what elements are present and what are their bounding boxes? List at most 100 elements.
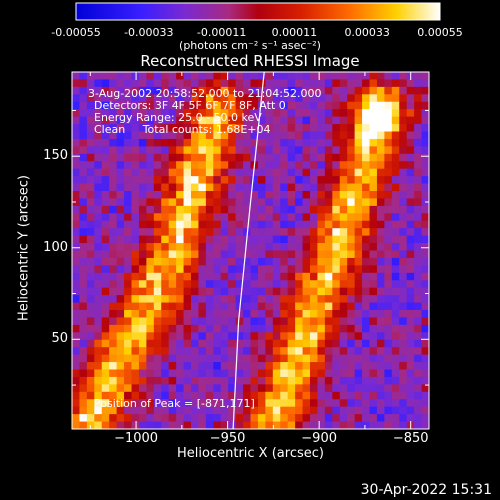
heatmap-cell <box>138 265 147 274</box>
heatmap-cell <box>176 414 185 423</box>
heatmap-cell <box>116 339 125 348</box>
heatmap-cell <box>280 310 289 319</box>
heatmap-cell <box>347 414 356 423</box>
heatmap-cell <box>101 265 110 274</box>
heatmap-cell <box>109 295 118 304</box>
heatmap-cell <box>421 124 429 133</box>
heatmap-cell <box>272 183 281 192</box>
heatmap-cell <box>138 176 147 185</box>
heatmap-cell <box>79 399 88 408</box>
heatmap-cell <box>347 176 356 185</box>
heatmap-cell <box>72 421 81 429</box>
heatmap-cell <box>250 347 259 356</box>
heatmap-cell <box>287 384 296 393</box>
heatmap-cell <box>198 369 207 378</box>
heatmap-cell <box>94 332 103 341</box>
heatmap-cell <box>183 79 192 88</box>
heatmap-cell <box>362 302 371 311</box>
heatmap-cell <box>354 287 363 296</box>
colorbar-tick-label: -0.00055 <box>51 26 101 39</box>
heatmap-cell <box>287 153 296 162</box>
heatmap-cell <box>168 324 177 333</box>
heatmap-cell <box>399 116 408 125</box>
heatmap-cell <box>369 257 378 266</box>
heatmap-cell <box>406 265 415 274</box>
heatmap-cell <box>302 324 311 333</box>
heatmap-cell <box>354 280 363 289</box>
heatmap-cell <box>384 302 393 311</box>
heatmap-cell <box>101 243 110 252</box>
heatmap-cell <box>406 414 415 423</box>
heatmap-cell <box>243 362 252 371</box>
heatmap-cell <box>354 317 363 326</box>
heatmap-cell <box>384 183 393 192</box>
heatmap-cell <box>101 86 110 95</box>
heatmap-cell <box>354 146 363 155</box>
heatmap-cell <box>384 86 393 95</box>
heatmap-cell <box>131 362 140 371</box>
heatmap-cell <box>153 399 162 408</box>
heatmap-cell <box>280 79 289 88</box>
heatmap-cell <box>161 101 170 110</box>
heatmap-cell <box>183 176 192 185</box>
heatmap-cell <box>369 295 378 304</box>
heatmap-cell <box>228 161 237 170</box>
heatmap-cell <box>406 198 415 207</box>
heatmap-cell <box>198 138 207 147</box>
heatmap-cell <box>339 131 348 140</box>
heatmap-cell <box>339 183 348 192</box>
heatmap-cell <box>391 272 400 281</box>
heatmap-cell <box>399 250 408 259</box>
heatmap-cell <box>280 72 289 81</box>
heatmap-cell <box>384 310 393 319</box>
heatmap-cell <box>161 414 170 423</box>
heatmap-cell <box>250 339 259 348</box>
heatmap-cell <box>391 138 400 147</box>
heatmap-cell <box>79 235 88 244</box>
heatmap-cell <box>272 391 281 400</box>
heatmap-cell <box>220 235 229 244</box>
heatmap-cell <box>369 168 378 177</box>
heatmap-cell <box>257 101 266 110</box>
heatmap-cell <box>421 324 429 333</box>
heatmap-cell <box>146 124 155 133</box>
heatmap-cell <box>116 168 125 177</box>
heatmap-cell <box>421 131 429 140</box>
heatmap-cell <box>131 235 140 244</box>
heatmap-cell <box>369 332 378 341</box>
heatmap-cell <box>414 116 423 125</box>
heatmap-cell <box>391 146 400 155</box>
heatmap-cell <box>72 265 81 274</box>
heatmap-cell <box>354 272 363 281</box>
heatmap-cell <box>183 376 192 385</box>
heatmap-cell <box>257 198 266 207</box>
heatmap-cell <box>94 406 103 415</box>
heatmap-cell <box>213 176 222 185</box>
heatmap-cell <box>295 257 304 266</box>
heatmap-cell <box>369 317 378 326</box>
heatmap-cell <box>421 399 429 408</box>
heatmap-cell <box>131 198 140 207</box>
heatmap-cell <box>362 376 371 385</box>
heatmap-cell <box>161 257 170 266</box>
heatmap-cell <box>257 153 266 162</box>
heatmap-cell <box>265 272 274 281</box>
heatmap-cell <box>280 220 289 229</box>
heatmap-cell <box>280 295 289 304</box>
heatmap-cell <box>414 399 423 408</box>
heatmap-cell <box>339 272 348 281</box>
heatmap-cell <box>72 317 81 326</box>
heatmap-cell <box>146 72 155 81</box>
heatmap-cell <box>205 168 214 177</box>
heatmap-cell <box>369 421 378 429</box>
heatmap-cell <box>94 391 103 400</box>
heatmap-cell <box>176 272 185 281</box>
heatmap-cell <box>138 235 147 244</box>
heatmap-cell <box>414 94 423 103</box>
heatmap-cell <box>168 116 177 125</box>
heatmap-cell <box>354 347 363 356</box>
heatmap-cell <box>332 369 341 378</box>
heatmap-cell <box>191 131 200 140</box>
heatmap-cell <box>198 295 207 304</box>
heatmap-cell <box>250 406 259 415</box>
